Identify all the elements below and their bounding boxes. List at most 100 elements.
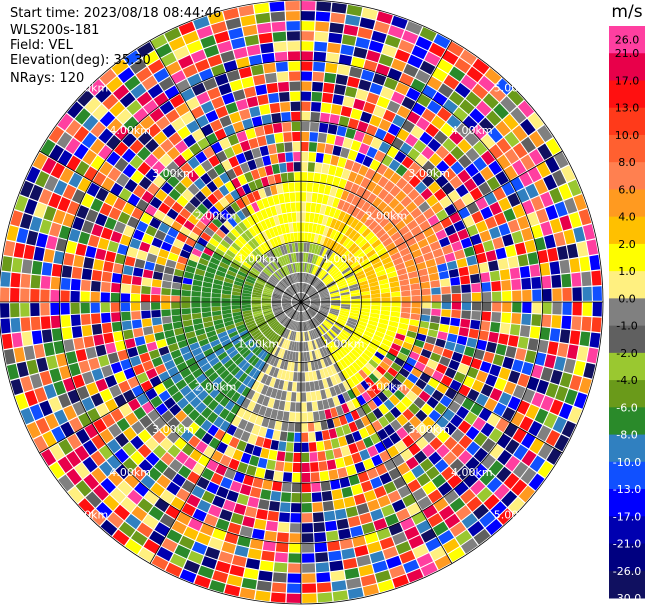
velocity-gate — [356, 383, 366, 394]
velocity-gate — [472, 503, 489, 520]
velocity-gate — [309, 340, 314, 351]
velocity-gate — [337, 316, 348, 322]
velocity-gate — [461, 354, 473, 366]
velocity-gate — [301, 81, 312, 91]
velocity-gate — [466, 441, 481, 456]
velocity-gate — [468, 264, 479, 275]
velocity-gate — [425, 466, 440, 480]
velocity-gate — [392, 531, 408, 546]
velocity-gate — [323, 275, 332, 283]
velocity-gate — [301, 71, 313, 81]
velocity-gate — [454, 343, 466, 354]
velocity-gate — [379, 376, 391, 387]
velocity-gate — [344, 86, 358, 98]
velocity-gate — [416, 333, 427, 342]
velocity-gate — [456, 257, 468, 268]
velocity-gate — [326, 250, 334, 260]
velocity-gate — [443, 99, 458, 114]
velocity-gate — [508, 497, 525, 514]
velocity-gate — [331, 489, 343, 500]
velocity-gate — [316, 313, 325, 321]
velocity-gate — [302, 283, 305, 293]
velocity-gate — [351, 264, 362, 272]
velocity-gate — [341, 424, 352, 435]
velocity-gate — [316, 572, 331, 583]
velocity-gate — [497, 258, 509, 270]
velocity-gate — [389, 172, 402, 185]
velocity-gate — [324, 72, 337, 84]
velocity-gate — [579, 256, 591, 272]
velocity-gate — [394, 262, 406, 271]
velocity-gate — [322, 226, 330, 237]
velocity-gate — [325, 520, 338, 532]
velocity-gate — [358, 355, 368, 366]
velocity-gate — [371, 420, 383, 432]
velocity-gate — [422, 481, 437, 495]
velocity-gate — [463, 178, 477, 192]
velocity-gate — [363, 265, 374, 274]
velocity-gate — [337, 199, 346, 210]
velocity-gate — [369, 159, 381, 171]
velocity-gate — [551, 274, 562, 288]
velocity-gate — [388, 320, 399, 328]
velocity-gate — [444, 513, 461, 529]
velocity-gate — [358, 280, 369, 287]
velocity-gate — [401, 396, 413, 408]
velocity-gate — [383, 193, 395, 205]
velocity-gate — [383, 399, 395, 411]
velocity-gate — [327, 196, 335, 207]
velocity-gate — [489, 85, 506, 102]
velocity-gate — [308, 142, 318, 152]
velocity-gate — [339, 359, 348, 369]
velocity-gate — [413, 139, 427, 153]
velocity-gate — [462, 375, 475, 388]
velocity-gate — [383, 77, 398, 91]
velocity-gate — [307, 274, 312, 284]
velocity-gate — [317, 337, 324, 347]
velocity-gate — [555, 385, 569, 402]
velocity-gate — [360, 415, 371, 427]
velocity-gate — [520, 118, 536, 136]
velocity-gate — [443, 489, 459, 505]
velocity-gate — [527, 338, 539, 352]
colorbar-tick-label: 8.0 — [618, 156, 636, 169]
velocity-gate — [462, 215, 475, 228]
velocity-gate — [332, 94, 344, 105]
velocity-gate — [330, 268, 340, 277]
velocity-gate — [421, 84, 437, 99]
velocity-gate — [376, 269, 387, 277]
velocity-gate — [358, 79, 372, 92]
velocity-gate — [492, 302, 502, 312]
velocity-gate — [408, 243, 420, 253]
velocity-gate — [375, 463, 388, 476]
velocity-gate — [387, 226, 398, 237]
velocity-gate — [326, 133, 336, 145]
velocity-gate — [297, 332, 300, 342]
velocity-gate — [358, 369, 368, 380]
velocity-gate — [361, 403, 372, 415]
velocity-gate — [405, 456, 419, 470]
velocity-gate — [388, 25, 405, 39]
velocity-gate — [331, 2, 347, 14]
velocity-gate — [389, 565, 406, 579]
velocity-gate — [355, 358, 365, 369]
velocity-gate — [334, 135, 345, 147]
velocity-gate — [302, 573, 316, 583]
velocity-gate — [308, 330, 314, 340]
velocity-gate — [531, 314, 542, 327]
velocity-gate — [329, 287, 339, 293]
velocity-gate — [469, 108, 485, 124]
velocity-gate — [343, 496, 356, 508]
velocity-gate — [390, 419, 402, 432]
velocity-gate — [411, 249, 423, 259]
velocity-gate — [328, 312, 338, 318]
velocity-gate — [468, 328, 479, 339]
velocity-gate — [357, 27, 373, 40]
velocity-gate — [406, 219, 419, 231]
velocity-gate — [361, 366, 372, 376]
velocity-gate — [417, 496, 433, 510]
velocity-gate — [401, 96, 416, 110]
velocity-gate — [396, 328, 407, 336]
velocity-gate — [417, 355, 429, 366]
velocity-gate — [313, 266, 319, 276]
